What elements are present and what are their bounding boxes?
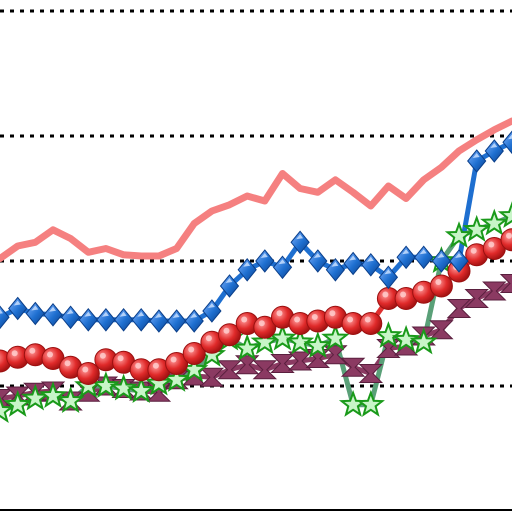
series-5-point-8 (109, 373, 138, 401)
series-4-point-27 (446, 299, 472, 318)
series-3-point-20 (323, 305, 347, 329)
series-2-point-10 (149, 309, 169, 333)
series-2-point-8 (113, 308, 134, 332)
gridlines (0, 9, 512, 511)
series-2-point-7 (96, 308, 116, 332)
series-3-point-15 (235, 312, 259, 335)
series-2-point-5 (60, 305, 81, 330)
series-5-point-17 (268, 323, 297, 351)
series-2-point-20 (325, 258, 346, 282)
series-2-point-21 (343, 251, 363, 276)
series-2-point-19 (308, 249, 328, 273)
series-5-point-25 (409, 327, 438, 355)
series-2-point-16 (255, 249, 275, 273)
series-3-point-25 (412, 280, 436, 304)
series-3-point-12 (182, 342, 206, 365)
series-3-point-30 (500, 228, 512, 252)
series-2-point-2 (8, 296, 28, 321)
series-4-point-16 (252, 360, 278, 380)
series-2-point-25 (414, 245, 434, 270)
series-3-point-26 (429, 274, 453, 298)
series-4-point-13 (199, 367, 225, 387)
series-2-point-22 (361, 253, 381, 277)
series-3-point-17 (271, 305, 294, 329)
series-5-point-18 (285, 327, 315, 355)
series-3-point-11 (165, 352, 189, 375)
series-2-point-30 (502, 130, 512, 155)
series-5-point-20 (321, 323, 350, 351)
series-5-point-27 (444, 221, 474, 249)
series-2-point-1 (0, 305, 10, 330)
series-3-point-18 (288, 312, 312, 335)
series-2-point-24 (396, 245, 416, 270)
series-5-point-9 (127, 376, 156, 404)
series-5-point-23 (374, 321, 403, 349)
series-3-point-4 (41, 347, 65, 370)
series-4-point-30 (499, 274, 512, 293)
series-4-point-29 (482, 281, 507, 301)
series-5-point-5 (56, 386, 85, 414)
series-2-point-3 (25, 301, 45, 326)
series-3-point-7 (94, 348, 118, 372)
series-2-point-4 (43, 303, 63, 327)
series-3-point-29 (482, 237, 506, 260)
series-markers (0, 130, 512, 424)
series-2-point-29 (484, 139, 504, 163)
series-2-point-6 (78, 308, 98, 332)
series-5-point-29 (480, 208, 509, 236)
series-5-point-2 (3, 389, 32, 417)
series-2-point-23 (378, 265, 399, 290)
series-3-point-3 (23, 343, 47, 367)
series-2-point-17 (272, 255, 293, 280)
series-2-point-26 (431, 249, 452, 273)
series-5-point-22 (356, 389, 385, 417)
series-5-point-28 (462, 214, 491, 242)
series-2-point-27 (449, 249, 469, 273)
series-2-point-12 (184, 309, 204, 333)
series-2-point-13 (202, 299, 222, 323)
series-2-point-28 (467, 149, 487, 173)
series-5-point-16 (250, 327, 279, 355)
series-5-point-30 (497, 201, 512, 229)
series-3-point-9 (129, 358, 153, 382)
series-5-point-1 (0, 396, 15, 424)
series-5-point-15 (233, 333, 262, 361)
series-2-point-14 (219, 274, 240, 298)
series-3-point-6 (76, 362, 100, 385)
series-2-point-15 (237, 258, 257, 282)
series-2-point-9 (131, 308, 151, 332)
series-3-point-16 (253, 315, 277, 339)
series-3-point-22 (359, 312, 383, 335)
series-5-point-10 (144, 368, 174, 396)
series-4-point-21 (340, 357, 366, 377)
series-1-line (0, 117, 512, 262)
series-4-point-26 (429, 320, 454, 340)
series-5-point-4 (38, 381, 68, 409)
series-3-point-14 (218, 323, 241, 347)
series-5-point-19 (303, 331, 332, 359)
series-4-point-20 (323, 345, 348, 365)
series-2-point-11 (166, 309, 187, 333)
series-4-point-22 (358, 364, 384, 383)
series-2-point-18 (290, 230, 310, 255)
series-5-point-7 (91, 371, 121, 399)
series-5-point-24 (391, 324, 421, 352)
series-4-point-28 (464, 289, 489, 308)
